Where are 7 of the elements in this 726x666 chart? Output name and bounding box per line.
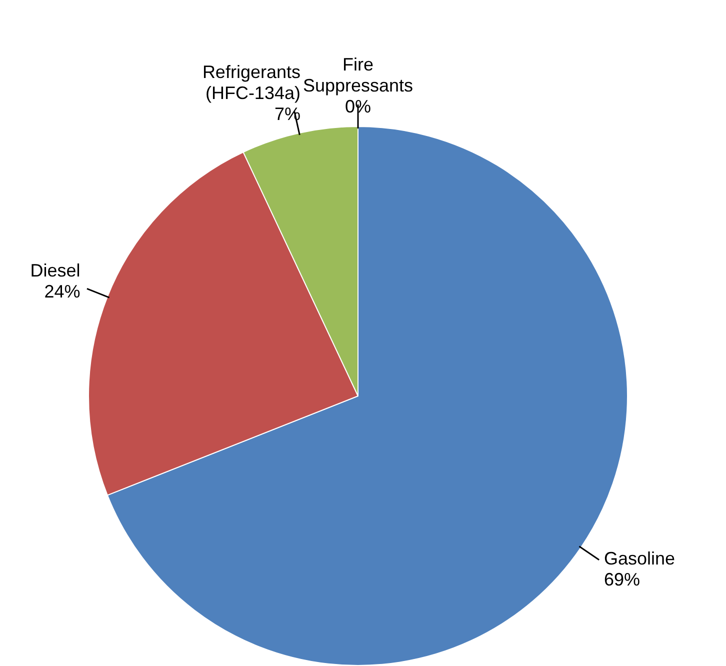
- text: 0%: [344, 96, 372, 116]
- slice-label: Gasoline: [604, 548, 676, 568]
- slice-label: Refrigerants (HFC-134a): [202, 62, 300, 103]
- slice-label: Diesel: [30, 260, 80, 281]
- data-label: 24%: [44, 282, 80, 302]
- category-label: Fire Suppressants: [302, 54, 414, 96]
- data-label: 69%: [604, 569, 640, 590]
